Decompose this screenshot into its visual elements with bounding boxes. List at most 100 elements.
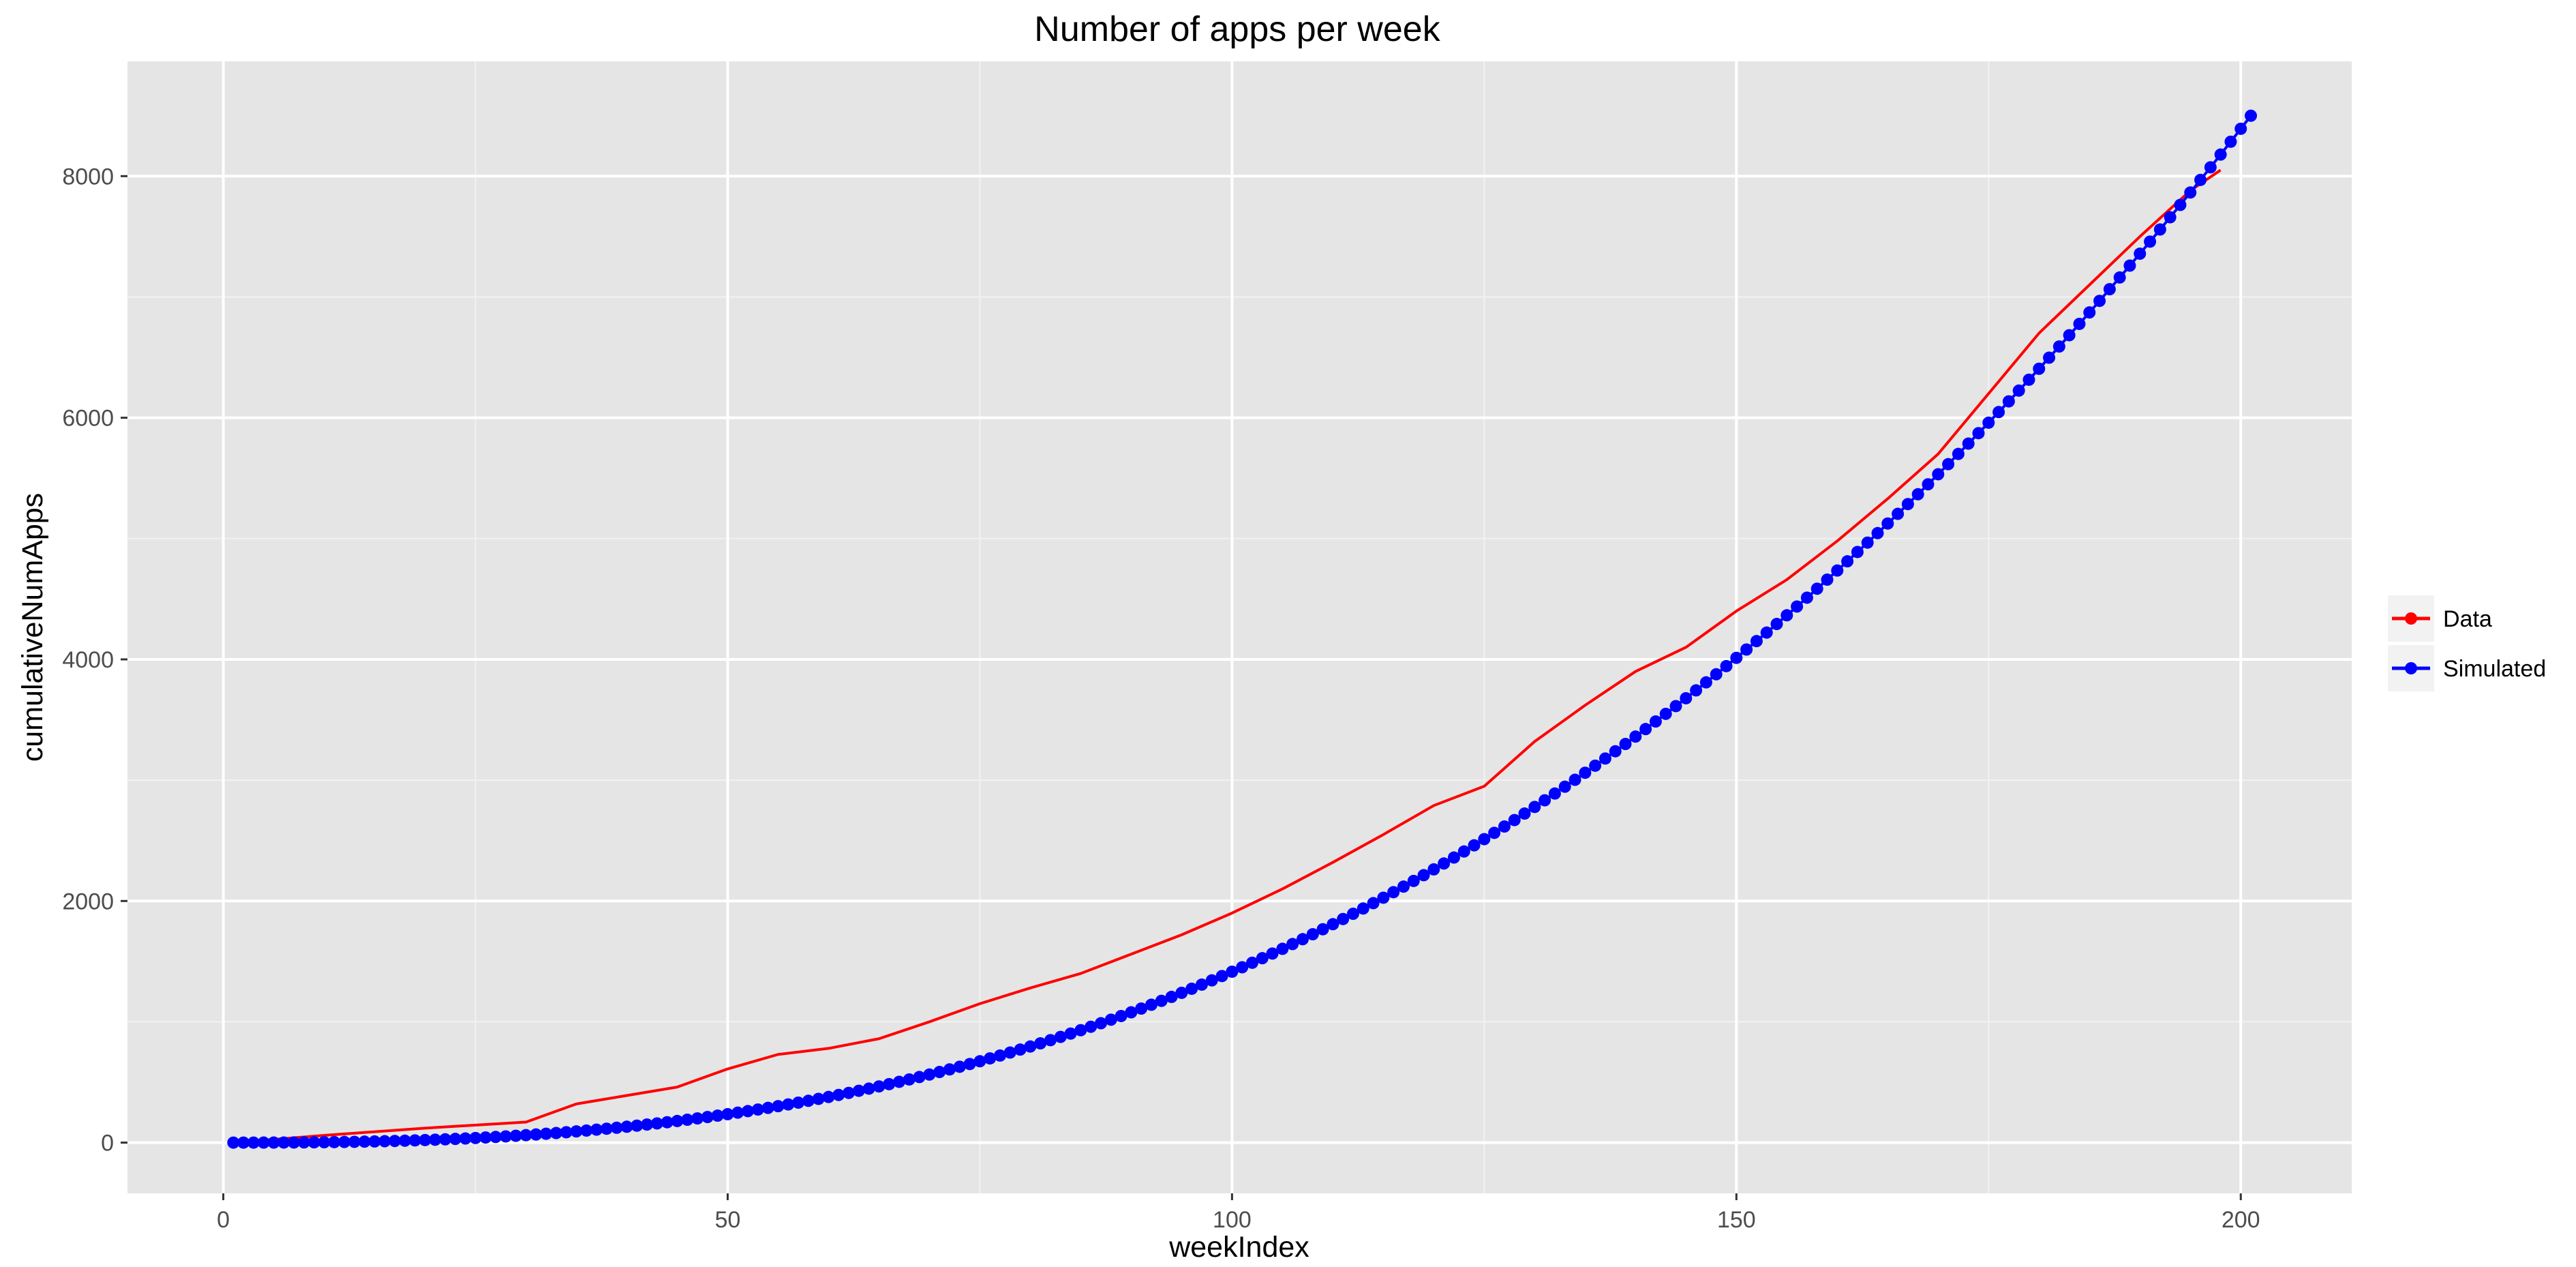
simulated-point	[994, 1049, 1007, 1062]
simulated-point	[549, 1127, 562, 1139]
simulated-point	[2073, 317, 2086, 330]
simulated-point	[953, 1060, 966, 1073]
simulated-point	[1478, 833, 1491, 846]
y-tick-label: 2000	[62, 889, 114, 914]
simulated-point	[1629, 730, 1642, 743]
simulated-point	[2083, 306, 2096, 319]
x-tick-label: 150	[1717, 1207, 1756, 1233]
simulated-point	[2204, 161, 2217, 174]
x-tick-label: 0	[217, 1207, 230, 1233]
simulated-point	[1125, 1006, 1138, 1019]
simulated-point	[2153, 223, 2166, 236]
simulated-point	[2052, 340, 2065, 353]
simulated-point	[1085, 1020, 1097, 1033]
simulated-point	[1911, 488, 1924, 501]
simulated-point	[1609, 745, 1622, 758]
simulated-point	[1316, 923, 1329, 936]
y-tick-label: 6000	[62, 406, 114, 432]
simulated-point	[1457, 845, 1470, 858]
simulated-point	[802, 1094, 815, 1107]
simulated-point	[943, 1063, 956, 1076]
simulated-point	[1185, 982, 1198, 995]
series-simulated-points	[227, 109, 2258, 1149]
simulated-point	[1034, 1037, 1047, 1050]
simulated-point	[479, 1131, 492, 1144]
simulated-point	[1740, 643, 1753, 656]
simulated-point	[843, 1086, 855, 1099]
simulated-point	[1871, 526, 1884, 539]
simulated-point	[1397, 880, 1410, 893]
legend-label-simulated: Simulated	[2443, 656, 2546, 682]
simulated-point	[499, 1130, 512, 1143]
simulated-point	[1962, 437, 1975, 450]
simulated-point	[1690, 684, 1703, 697]
simulated-point	[1730, 651, 1743, 664]
simulated-point	[1346, 908, 1359, 921]
simulated-point	[2144, 235, 2157, 248]
y-tick-label: 8000	[62, 164, 114, 190]
simulated-point	[2123, 259, 2136, 272]
simulated-point	[620, 1120, 633, 1133]
y-tick-label: 0	[101, 1131, 114, 1157]
simulated-point	[1276, 942, 1289, 955]
simulated-point	[2214, 148, 2227, 161]
simulated-point	[2174, 198, 2187, 211]
simulated-point	[1407, 874, 1420, 887]
simulated-point	[1922, 478, 1935, 491]
simulated-point	[1306, 928, 1319, 941]
simulated-point	[772, 1100, 785, 1113]
simulated-point	[1791, 600, 1804, 613]
major-gridlines	[127, 61, 2352, 1193]
simulated-point	[519, 1129, 532, 1142]
legend: Data Simulated	[2388, 595, 2546, 691]
simulated-point	[378, 1135, 391, 1148]
simulated-point	[1427, 863, 1440, 876]
simulated-point	[368, 1135, 381, 1148]
simulated-point	[1881, 517, 1894, 530]
simulated-point	[2113, 271, 2126, 284]
legend-key-simulated-point	[2405, 662, 2417, 674]
simulated-point	[1205, 974, 1218, 987]
x-axis-title: weekIndex	[1168, 1231, 1309, 1264]
simulated-point	[973, 1055, 986, 1068]
simulated-point	[1165, 990, 1178, 1003]
simulated-point	[2093, 295, 2106, 308]
simulated-point	[1659, 707, 1672, 720]
simulated-point	[297, 1136, 310, 1149]
simulated-point	[570, 1125, 583, 1138]
simulated-point	[2164, 211, 2177, 224]
simulated-point	[2134, 248, 2147, 260]
simulated-point	[1548, 787, 1561, 800]
simulated-point	[560, 1126, 573, 1139]
simulated-point	[2012, 384, 2025, 397]
simulated-point	[398, 1134, 411, 1147]
x-tick-label: 50	[715, 1207, 741, 1233]
simulated-point	[1558, 780, 1571, 793]
simulated-point	[449, 1133, 461, 1146]
simulated-point	[2002, 395, 2015, 408]
simulated-point	[812, 1092, 825, 1105]
simulated-point	[650, 1117, 663, 1130]
simulated-point	[782, 1098, 795, 1111]
simulated-point	[893, 1075, 906, 1088]
simulated-point	[328, 1135, 341, 1148]
chart-title: Number of apps per week	[1034, 10, 1440, 49]
simulated-point	[852, 1084, 865, 1097]
simulated-point	[1215, 970, 1228, 983]
simulated-point	[933, 1066, 946, 1079]
simulated-point	[1337, 912, 1350, 925]
simulated-point	[1508, 814, 1521, 826]
simulated-point	[761, 1101, 774, 1114]
simulated-point	[1054, 1030, 1067, 1043]
simulated-point	[509, 1129, 522, 1142]
simulated-point	[1639, 723, 1652, 736]
simulated-point	[1387, 886, 1400, 899]
simulated-point	[711, 1109, 724, 1122]
simulated-point	[2022, 373, 2035, 386]
simulated-point	[469, 1131, 482, 1144]
simulated-point	[1952, 447, 1965, 460]
y-axis-ticks: 0 2000 4000 6000 8000	[62, 164, 127, 1157]
minor-gridlines	[127, 61, 2352, 1193]
simulated-point	[459, 1132, 472, 1145]
simulated-point	[1488, 826, 1501, 839]
